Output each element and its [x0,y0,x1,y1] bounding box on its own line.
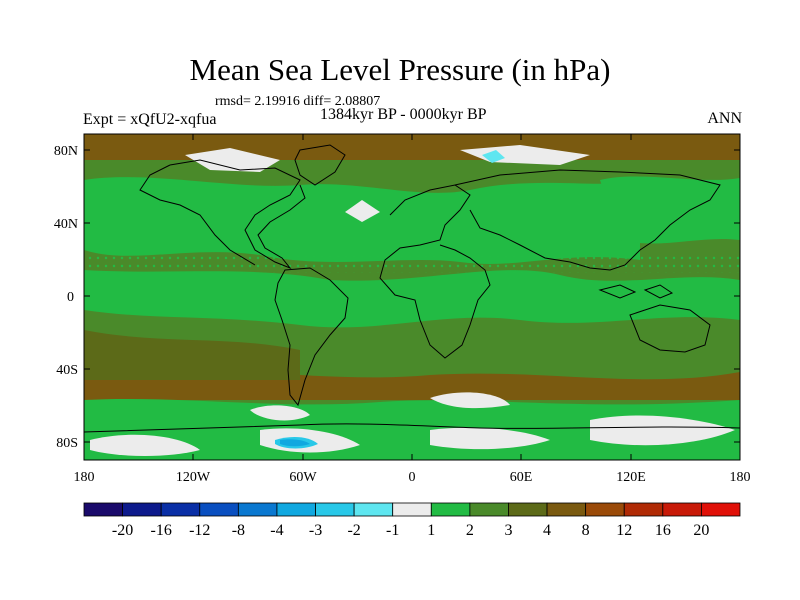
colorbar-label: 12 [616,522,632,539]
patch-cyan-arctic [482,150,505,163]
colorbar-label: 1 [427,522,435,539]
field-green-tropics [84,270,740,328]
colorbar-swatch [276,502,316,517]
lat-axis: 80N 40N 0 40S 80S [54,144,740,451]
field-green-south [84,398,740,460]
lat-tick-label: 0 [67,290,74,305]
stats-label: rmsd= 2.19916 diff= 2.08807 [215,94,381,109]
lat-tick-label: 80N [54,144,78,159]
lat-tick-label: 40S [56,363,78,378]
patch-east-ant [430,427,550,450]
colorbar-label: -12 [189,522,210,539]
colorbar-swatch [469,502,509,517]
colorbar-swatch [237,502,278,517]
patch-blue-weddell [280,439,310,447]
colorbar-label: -20 [112,522,133,539]
map-title: Mean Sea Level Pressure (in hPa) [189,52,611,87]
field-green-pacific [600,176,740,244]
lon-tick-label: 180 [730,470,751,485]
colorbar-swatch [315,502,355,517]
colorbar-label: -3 [309,522,322,539]
colorbar-label: -1 [386,522,399,539]
lon-tick-label: 180 [74,470,95,485]
lon-tick-label: 60W [289,470,317,485]
lon-tick-label: 60E [510,470,533,485]
period-label: 1384kyr BP - 0000kyr BP [320,106,487,123]
colorbar-swatch [199,502,239,517]
pressure-field [84,134,740,460]
colorbar-label: -2 [347,522,360,539]
colorbar-swatch [585,502,625,517]
colorbar-label: -8 [232,522,245,539]
colorbar-label: -4 [270,522,283,539]
patch-wilkes [590,415,735,446]
field-olive-south [84,330,300,380]
colorbar-swatch [546,502,587,517]
lat-tick-label: 40N [54,217,78,232]
colorbar-label: 2 [466,522,474,539]
lon-tick-label: 0 [409,470,416,485]
lon-tick-label: 120E [616,470,646,485]
lat-tick-label: 80S [56,436,78,451]
colorbar-swatch [160,502,201,517]
colorbar-label: 16 [655,522,671,539]
patch-ross [90,434,200,456]
coastlines [84,144,740,433]
colorbar-label: -16 [151,522,172,539]
season-label: ANN [707,110,742,127]
colorbar-swatch [122,502,162,517]
colorbar-label: 4 [543,522,551,539]
lon-tick-label: 120W [176,470,211,485]
patch-south-atlantic [430,392,510,409]
colorbar-swatch [430,502,471,517]
colorbar-swatch [83,502,123,517]
patch-greenland [185,148,280,172]
colorbar-swatch [392,502,432,517]
experiment-label: Expt = xQfU2-xqfua [83,111,217,128]
lon-axis: 180 120W 60W 0 60E 120E 180 [74,134,751,485]
patch-atlantic [345,200,380,222]
colorbar-label: 8 [582,522,590,539]
colorbar-swatch [623,502,664,517]
colorbar-label: 20 [693,522,709,539]
colorbar: -20 -16 -12 -8 -4 -3 -2 -1 1 2 3 4 8 12 16 20 [83,502,741,539]
colorbar-swatch [353,502,394,517]
colorbar-label: 3 [504,522,512,539]
stipple-band [84,255,740,273]
colorbar-swatch [508,502,548,517]
patch-drake [250,405,310,421]
colorbar-swatch [662,502,702,517]
colorbar-swatch [701,502,741,517]
